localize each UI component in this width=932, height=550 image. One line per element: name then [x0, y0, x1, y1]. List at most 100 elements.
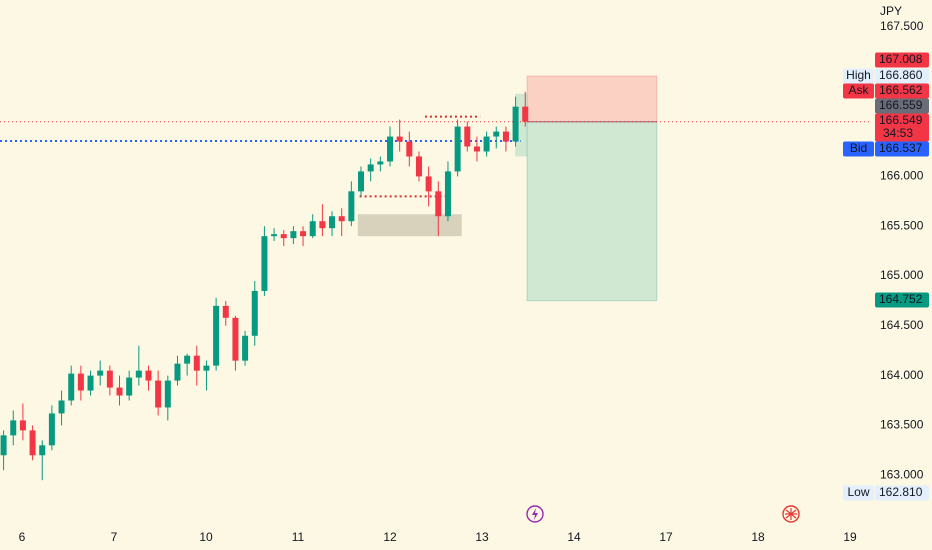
price-tag-label: 164.752: [879, 292, 923, 306]
price-tag: [875, 485, 929, 501]
candle-body: [454, 126, 461, 172]
candle-body: [464, 126, 471, 147]
candle-body: [386, 136, 393, 162]
y-tick-label: 164.000: [880, 368, 924, 382]
candle-body: [116, 387, 123, 396]
candle-body: [367, 164, 374, 172]
candle-body: [502, 131, 509, 142]
candle-body: [126, 377, 133, 396]
x-tick-label: 17: [659, 530, 673, 544]
candle-body: [435, 191, 442, 217]
price-tag-name: Low: [847, 485, 869, 499]
candle-body: [19, 420, 26, 431]
candle-body: [39, 445, 46, 456]
candle-body: [145, 370, 152, 381]
price-tag-label: 167.008: [879, 52, 923, 66]
candle-body: [77, 373, 84, 391]
x-tick-label: 6: [19, 530, 26, 544]
candle-body: [48, 413, 55, 446]
candle-body: [97, 370, 104, 376]
candle-body: [444, 171, 451, 217]
candle-body: [58, 400, 65, 414]
candle-body: [338, 216, 345, 222]
candle-body: [406, 141, 413, 157]
price-tag-name-box: [843, 485, 874, 501]
candle-body: [29, 430, 36, 456]
price-tag-label: 162.810: [879, 485, 923, 499]
candle-body: [222, 305, 229, 318]
target-zone: [526, 121, 658, 302]
price-tag-timer: 34:53: [883, 126, 913, 140]
candle-body: [290, 231, 297, 239]
candle-body: [193, 355, 200, 371]
candle-body: [87, 375, 94, 391]
price-tag: [875, 52, 929, 68]
candle-body: [10, 420, 17, 436]
x-tick-label: 7: [111, 530, 118, 544]
candle-body: [309, 221, 316, 237]
candle-body: [68, 373, 75, 401]
candle-body: [164, 380, 171, 408]
candle-body: [135, 370, 142, 378]
price-tag: [875, 98, 929, 114]
price-tag-name: Ask: [848, 83, 869, 97]
x-tick-label: 19: [843, 530, 857, 544]
y-tick-label: 165.000: [880, 268, 924, 282]
candle-body: [396, 136, 403, 142]
candle-body: [512, 106, 519, 142]
candle-body: [106, 370, 113, 388]
y-tick-label: 167.500: [880, 19, 924, 33]
y-tick-label: 166.000: [880, 169, 924, 183]
flag-icon-glyph: [785, 508, 797, 520]
candle-body: [522, 106, 529, 122]
zone: [515, 93, 528, 157]
candle-body: [358, 171, 365, 192]
price-tag: [875, 292, 929, 308]
price-tag: [875, 141, 929, 157]
candle-body: [415, 156, 422, 177]
price-tag-name-box: [843, 68, 874, 84]
candle-body: [280, 234, 287, 239]
x-tick-label: 11: [292, 530, 305, 544]
candle-body: [261, 236, 268, 291]
price-tag-label: 166.860: [879, 68, 923, 82]
candle-body: [0, 435, 7, 456]
zone: [357, 214, 462, 237]
candle-body: [184, 355, 191, 364]
candle-body: [319, 221, 326, 229]
price-tag-name-box: [843, 83, 874, 99]
candle-body: [348, 191, 355, 222]
price-tag-name-box: [843, 141, 874, 157]
price-tag-label: 166.537: [879, 141, 923, 155]
candle-body: [271, 234, 278, 237]
price-tag-label: 166.562: [879, 83, 923, 97]
candle-body: [203, 365, 210, 371]
events-icon[interactable]: [526, 505, 800, 523]
candle-body: [213, 305, 220, 366]
x-tick-label: 10: [199, 530, 213, 544]
candle-body: [174, 363, 181, 381]
candle-body: [473, 146, 480, 152]
event-icon-glyph: [532, 508, 538, 520]
price-tag: [875, 113, 929, 142]
x-tick-label: 14: [567, 530, 581, 544]
y-tick-label: 163.000: [880, 467, 924, 481]
price-tag-label: 166.559: [879, 98, 923, 112]
y-tick-label: 164.500: [880, 318, 924, 332]
x-tick-label: 18: [751, 530, 765, 544]
candle-body: [232, 317, 239, 361]
price-tag: [875, 83, 929, 99]
y-tick-label: 165.500: [880, 218, 924, 232]
x-tick-label: 13: [475, 530, 489, 544]
candle-body: [155, 380, 162, 408]
price-tag-name: High: [846, 68, 871, 82]
y-tick-label: 163.500: [880, 418, 924, 432]
candle-body: [329, 216, 336, 229]
price-tag-label: 166.549: [879, 113, 923, 127]
candle-body: [493, 131, 500, 137]
stop-zone: [526, 75, 658, 123]
price-tag: [875, 68, 929, 84]
